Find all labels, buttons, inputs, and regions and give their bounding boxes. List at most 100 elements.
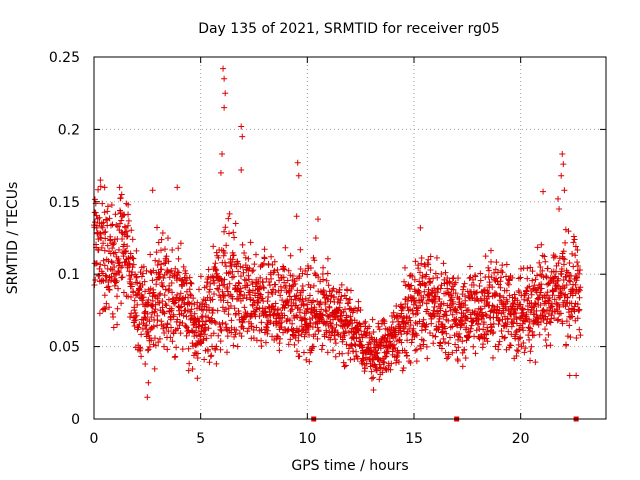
- data-point: [548, 312, 555, 319]
- data-point: [159, 229, 166, 236]
- data-point: [206, 359, 213, 366]
- data-point: [244, 282, 251, 289]
- data-point: [108, 222, 115, 229]
- data-point: [274, 306, 281, 313]
- outlier-point: [566, 372, 573, 379]
- data-point: [430, 275, 437, 282]
- data-point: [99, 224, 106, 231]
- data-point: [129, 269, 136, 276]
- data-point: [526, 336, 533, 343]
- data-point: [343, 314, 350, 321]
- data-point: [341, 363, 348, 370]
- data-point: [423, 321, 430, 328]
- data-point: [212, 260, 219, 267]
- data-point: [274, 266, 281, 273]
- data-point: [396, 336, 403, 343]
- data-point: [147, 268, 154, 275]
- data-point: [252, 251, 259, 258]
- data-point: [218, 327, 225, 334]
- data-point: [154, 261, 161, 268]
- data-point: [489, 354, 496, 361]
- data-point: [175, 255, 182, 262]
- data-point: [170, 313, 177, 320]
- data-point: [215, 332, 222, 339]
- y-tick-label: 0.25: [49, 50, 80, 66]
- data-point: [324, 349, 331, 356]
- data-point: [211, 318, 218, 325]
- data-point: [473, 327, 480, 334]
- data-point: [314, 298, 321, 305]
- data-point: [487, 308, 494, 315]
- data-point: [297, 246, 304, 253]
- data-point: [549, 303, 556, 310]
- data-point: [235, 310, 242, 317]
- data-point: [164, 346, 171, 353]
- data-point: [281, 305, 288, 312]
- data-point: [276, 347, 283, 354]
- data-point: [131, 317, 138, 324]
- data-point: [104, 242, 111, 249]
- outlier-point: [312, 235, 319, 241]
- data-point: [177, 304, 184, 311]
- data-point: [310, 282, 317, 289]
- data-point: [537, 264, 544, 271]
- outlier-point: [561, 187, 568, 194]
- data-point: [428, 290, 435, 297]
- data-point: [102, 228, 109, 235]
- data-point: [212, 319, 219, 326]
- data-point: [160, 323, 167, 330]
- data-point: [138, 331, 145, 338]
- data-point: [450, 300, 457, 307]
- data-point: [495, 341, 502, 348]
- data-point: [297, 265, 304, 272]
- data-point: [206, 289, 213, 296]
- data-point: [565, 228, 572, 235]
- data-point: [98, 223, 105, 230]
- data-point: [558, 271, 565, 278]
- data-point: [488, 258, 495, 265]
- data-point: [568, 288, 575, 295]
- data-point: [185, 345, 192, 352]
- data-point: [310, 297, 317, 304]
- data-point: [382, 353, 389, 360]
- data-point: [555, 260, 562, 267]
- data-point: [440, 260, 447, 267]
- data-point: [573, 274, 580, 281]
- data-point: [528, 343, 535, 350]
- data-point: [577, 284, 584, 291]
- data-point: [402, 323, 409, 330]
- data-point: [172, 353, 179, 360]
- data-point: [380, 316, 387, 323]
- data-point: [119, 262, 126, 269]
- data-point: [247, 296, 254, 303]
- data-point: [248, 323, 255, 330]
- data-point: [122, 248, 129, 255]
- data-point: [531, 332, 538, 339]
- data-point: [217, 346, 224, 353]
- data-point: [482, 253, 489, 260]
- x-tick-label: 15: [405, 431, 423, 447]
- data-point: [370, 328, 377, 335]
- data-point: [161, 310, 168, 317]
- data-point: [99, 306, 106, 313]
- data-point: [281, 266, 288, 273]
- data-point: [567, 334, 574, 341]
- data-point: [129, 264, 136, 271]
- data-point: [345, 345, 352, 352]
- data-point: [543, 342, 550, 349]
- data-point: [369, 316, 376, 323]
- data-point: [471, 333, 478, 340]
- data-point: [440, 335, 447, 342]
- data-point: [430, 313, 437, 320]
- data-point: [198, 314, 205, 321]
- outlier-point: [97, 177, 104, 184]
- data-point: [295, 328, 302, 335]
- data-point: [493, 290, 500, 297]
- data-point: [311, 257, 318, 264]
- data-point: [212, 266, 219, 273]
- data-point: [452, 341, 459, 348]
- data-point: [115, 255, 122, 262]
- data-point: [242, 254, 249, 261]
- data-point: [224, 288, 231, 295]
- data-point: [156, 292, 163, 299]
